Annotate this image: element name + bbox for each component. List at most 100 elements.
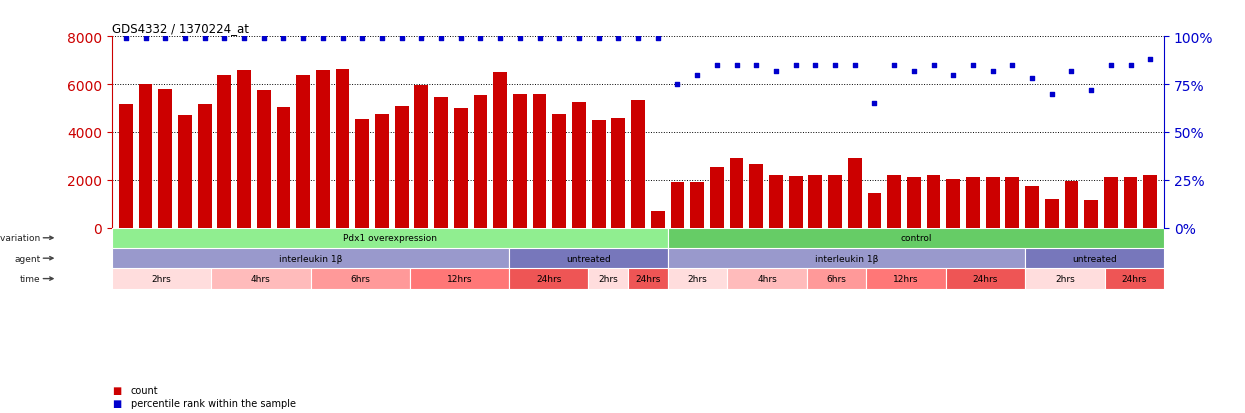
Bar — [415, 86, 428, 228]
Bar — [112, 269, 212, 289]
Text: untreated: untreated — [566, 254, 611, 263]
Bar — [336, 69, 350, 228]
Bar — [867, 269, 946, 289]
Bar — [395, 107, 408, 228]
Text: ■: ■ — [112, 385, 121, 395]
Point — [924, 62, 944, 69]
Point — [589, 36, 609, 43]
Bar — [749, 165, 763, 228]
Point — [786, 62, 806, 69]
Bar — [355, 119, 370, 228]
Point — [352, 36, 372, 43]
Point — [254, 36, 274, 43]
Bar — [926, 176, 940, 228]
Point — [176, 36, 195, 43]
Bar — [690, 183, 705, 228]
Bar — [158, 90, 172, 228]
Bar — [218, 75, 232, 228]
Bar — [591, 121, 605, 228]
Bar — [553, 115, 566, 228]
Point — [431, 36, 451, 43]
Text: time: time — [20, 274, 41, 283]
Point — [667, 82, 687, 88]
Bar — [1104, 269, 1164, 289]
Point — [569, 36, 589, 43]
Point — [1081, 87, 1101, 94]
Bar — [651, 211, 665, 228]
Bar — [667, 269, 727, 289]
Point — [214, 36, 234, 43]
Bar — [296, 75, 310, 228]
Text: 6hrs: 6hrs — [350, 274, 370, 283]
Bar — [1084, 201, 1098, 228]
Text: percentile rank within the sample: percentile rank within the sample — [131, 398, 296, 408]
Text: 24hrs: 24hrs — [1122, 274, 1147, 283]
Point — [1120, 62, 1140, 69]
Point — [845, 62, 865, 69]
Bar — [493, 73, 507, 228]
Point — [491, 36, 510, 43]
Bar — [906, 178, 921, 228]
Text: GDS4332 / 1370224_at: GDS4332 / 1370224_at — [112, 21, 249, 35]
Bar — [1124, 178, 1138, 228]
Text: 2hrs: 2hrs — [152, 274, 172, 283]
Bar — [1045, 199, 1058, 228]
Point — [136, 36, 156, 43]
Bar — [138, 85, 152, 228]
Bar — [1064, 181, 1078, 228]
Bar — [1025, 248, 1164, 269]
Bar — [629, 269, 667, 289]
Bar — [1006, 178, 1020, 228]
Point — [332, 36, 352, 43]
Point — [806, 62, 825, 69]
Text: interleukin 1β: interleukin 1β — [279, 254, 342, 263]
Text: 12hrs: 12hrs — [893, 274, 919, 283]
Bar — [671, 183, 685, 228]
Point — [234, 36, 254, 43]
Bar — [276, 107, 290, 228]
Bar — [868, 193, 881, 228]
Bar — [828, 176, 842, 228]
Bar — [888, 176, 901, 228]
Bar — [513, 95, 527, 228]
Bar — [571, 103, 586, 228]
Bar — [509, 269, 589, 289]
Text: Pdx1 overexpression: Pdx1 overexpression — [342, 234, 437, 243]
Bar — [727, 269, 807, 289]
Bar — [808, 176, 822, 228]
Bar — [589, 269, 629, 289]
Point — [766, 68, 786, 75]
Bar — [1025, 269, 1104, 289]
Text: agent: agent — [14, 254, 41, 263]
Text: 4hrs: 4hrs — [757, 274, 777, 283]
Bar — [178, 116, 192, 228]
Bar — [375, 115, 388, 228]
Bar — [1104, 178, 1118, 228]
Point — [864, 101, 884, 107]
Text: 24hrs: 24hrs — [972, 274, 998, 283]
Point — [1022, 76, 1042, 83]
Bar — [730, 159, 743, 228]
Text: 2hrs: 2hrs — [687, 274, 707, 283]
Point — [647, 36, 667, 43]
Text: 12hrs: 12hrs — [447, 274, 472, 283]
Point — [411, 36, 431, 43]
Text: interleukin 1β: interleukin 1β — [814, 254, 878, 263]
Point — [1002, 62, 1022, 69]
Point — [707, 62, 727, 69]
Point — [392, 36, 412, 43]
Bar — [789, 177, 803, 228]
Bar — [986, 178, 1000, 228]
Point — [629, 36, 649, 43]
Bar — [212, 269, 310, 289]
Point — [549, 36, 569, 43]
Bar — [198, 105, 212, 228]
Text: 6hrs: 6hrs — [827, 274, 847, 283]
Bar — [316, 71, 330, 228]
Bar — [710, 167, 723, 228]
Point — [372, 36, 392, 43]
Text: 2hrs: 2hrs — [1055, 274, 1074, 283]
Bar — [631, 100, 645, 228]
Point — [529, 36, 549, 43]
Bar — [112, 228, 667, 248]
